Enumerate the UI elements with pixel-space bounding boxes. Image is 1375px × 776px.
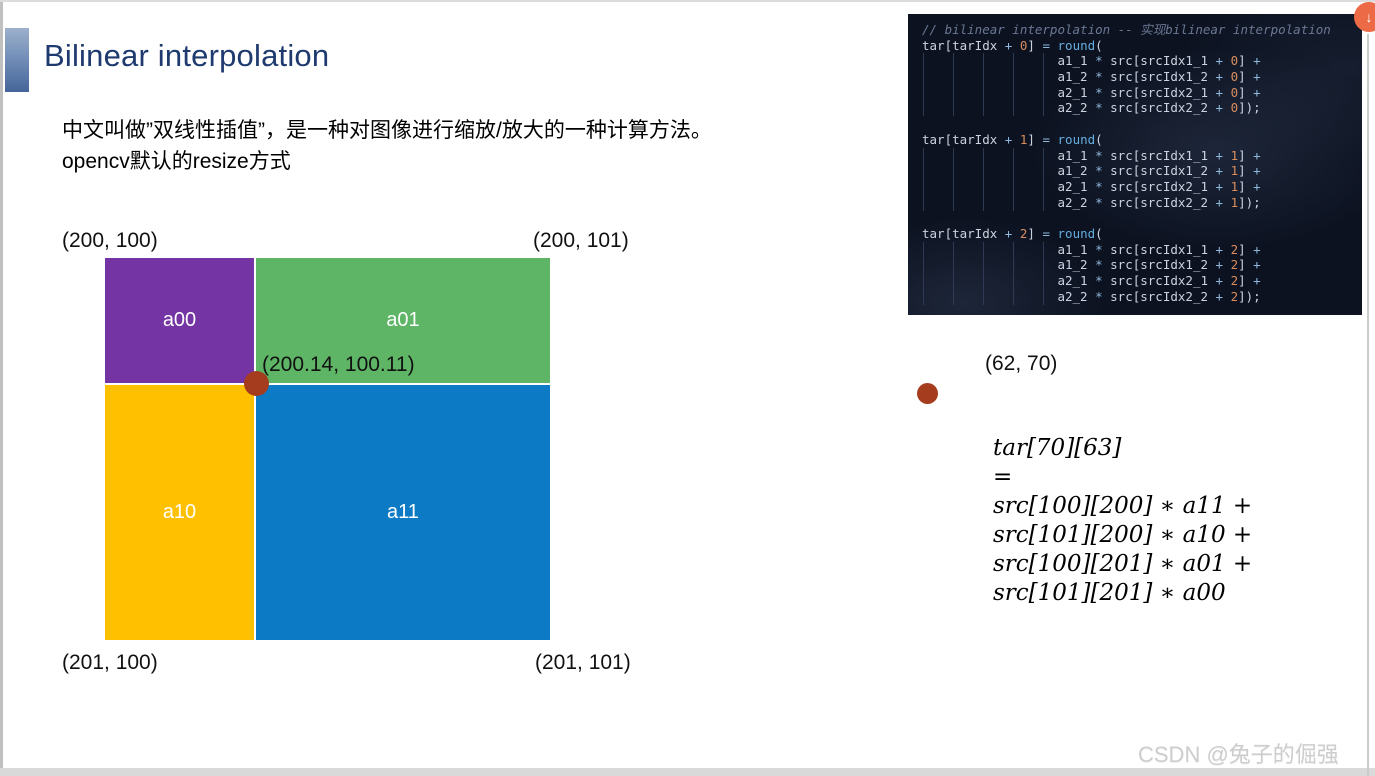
down-arrow-icon: ↓ <box>1365 9 1373 25</box>
page-title: Bilinear interpolation <box>44 38 330 73</box>
code-line: a2_2 * src[srcIdx2_2 + 0]); <box>922 100 1261 116</box>
corner-label-bottom-right: (201, 101) <box>535 651 631 674</box>
scrollbar-track[interactable] <box>1367 34 1369 776</box>
code-line: a2_1 * src[srcIdx2_1 + 2] + <box>922 273 1261 288</box>
formula-line: tar[70][63] <box>993 435 1122 461</box>
formula-line: src[100][200] ∗ a11 + <box>993 493 1253 519</box>
code-line: a2_1 * src[srcIdx2_1 + 1] + <box>922 178 1261 194</box>
page-top-edge <box>0 0 1375 2</box>
code-line: tar[tarIdx + 2] = round( <box>922 225 1103 241</box>
corner-label-top-right: (200, 101) <box>533 229 629 252</box>
indent-guides-block2 <box>922 148 1062 211</box>
quadrant-a01: a01 <box>256 258 550 383</box>
quadrant-a00: a00 <box>105 258 254 383</box>
formula-line: src[101][201] ∗ a00 <box>993 580 1226 606</box>
corner-label-bottom-left: (201, 100) <box>62 651 158 674</box>
code-line: a1_2 * src[srcIdx1_2 + 0] + <box>922 69 1261 85</box>
page-bottom-edge <box>0 768 1375 776</box>
quadrant-a10: a10 <box>105 385 254 640</box>
quadrant-a11: a11 <box>256 385 550 640</box>
page-left-edge <box>0 0 3 776</box>
quadrant-a01-label: a01 <box>386 309 420 331</box>
interpolation-point-dot <box>244 371 269 396</box>
quadrant-a10-label: a10 <box>162 501 197 523</box>
code-line: a1_2 * src[srcIdx1_2 + 2] + <box>922 257 1261 273</box>
bilinear-quadrant-diagram: a00 a01 a10 a11 <box>105 258 550 640</box>
code-line <box>922 116 1362 132</box>
code-line: a2_2 * src[srcIdx2_2 + 2]); <box>922 288 1261 304</box>
formula-line: src[100][201] ∗ a01 + <box>993 551 1253 577</box>
code-line: a2_2 * src[srcIdx2_2 + 1]); <box>922 194 1261 210</box>
code-line: a1_1 * src[srcIdx1_1 + 2] + <box>922 241 1261 257</box>
code-line: tar[tarIdx + 1] = round( <box>922 131 1103 147</box>
interpolation-point-label: (200.14, 100.11) <box>262 353 415 376</box>
formula-line: = <box>993 464 1013 490</box>
code-line: a1_1 * src[srcIdx1_1 + 1] + <box>922 147 1261 163</box>
body-text-line1: 中文叫做”双线性插值”，是一种对图像进行缩放/放大的一种计算方法。 <box>62 119 712 142</box>
interpolation-formula: tar[70][63] = src[100][200] ∗ a11 + src[101… <box>993 434 1252 608</box>
body-text: 中文叫做”双线性插值”，是一种对图像进行缩放/放大的一种计算方法。 opencv… <box>62 115 712 177</box>
quadrant-a11-label: a11 <box>387 501 419 523</box>
code-line: // bilinear interpolation -- 实现bilinear … <box>922 22 1331 37</box>
target-coord-label: (62, 70) <box>985 352 1058 375</box>
code-line <box>922 210 1362 226</box>
indent-guides-block3 <box>922 242 1062 305</box>
title-accent-bar <box>5 28 29 92</box>
quadrant-a00-label: a00 <box>162 309 197 331</box>
csdn-watermark: CSDN @兔子的倔强 <box>1138 742 1339 767</box>
code-lines: // bilinear interpolation -- 实现bilinear … <box>922 22 1362 304</box>
code-screenshot-panel: // bilinear interpolation -- 实现bilinear … <box>908 14 1362 315</box>
indent-guides-block1 <box>922 53 1062 116</box>
corner-label-top-left: (200, 100) <box>62 229 158 252</box>
code-line: tar[tarIdx + 0] = round( <box>922 37 1103 53</box>
floating-action-button[interactable]: ↓ <box>1354 2 1375 32</box>
formula-line: src[101][200] ∗ a10 + <box>993 522 1253 548</box>
body-text-line2: opencv默认的resize方式 <box>62 150 291 173</box>
target-point-dot <box>917 383 938 404</box>
code-line: a1_2 * src[srcIdx1_2 + 1] + <box>922 163 1261 179</box>
code-line: a1_1 * src[srcIdx1_1 + 0] + <box>922 53 1261 69</box>
code-line: a2_1 * src[srcIdx2_1 + 0] + <box>922 84 1261 100</box>
